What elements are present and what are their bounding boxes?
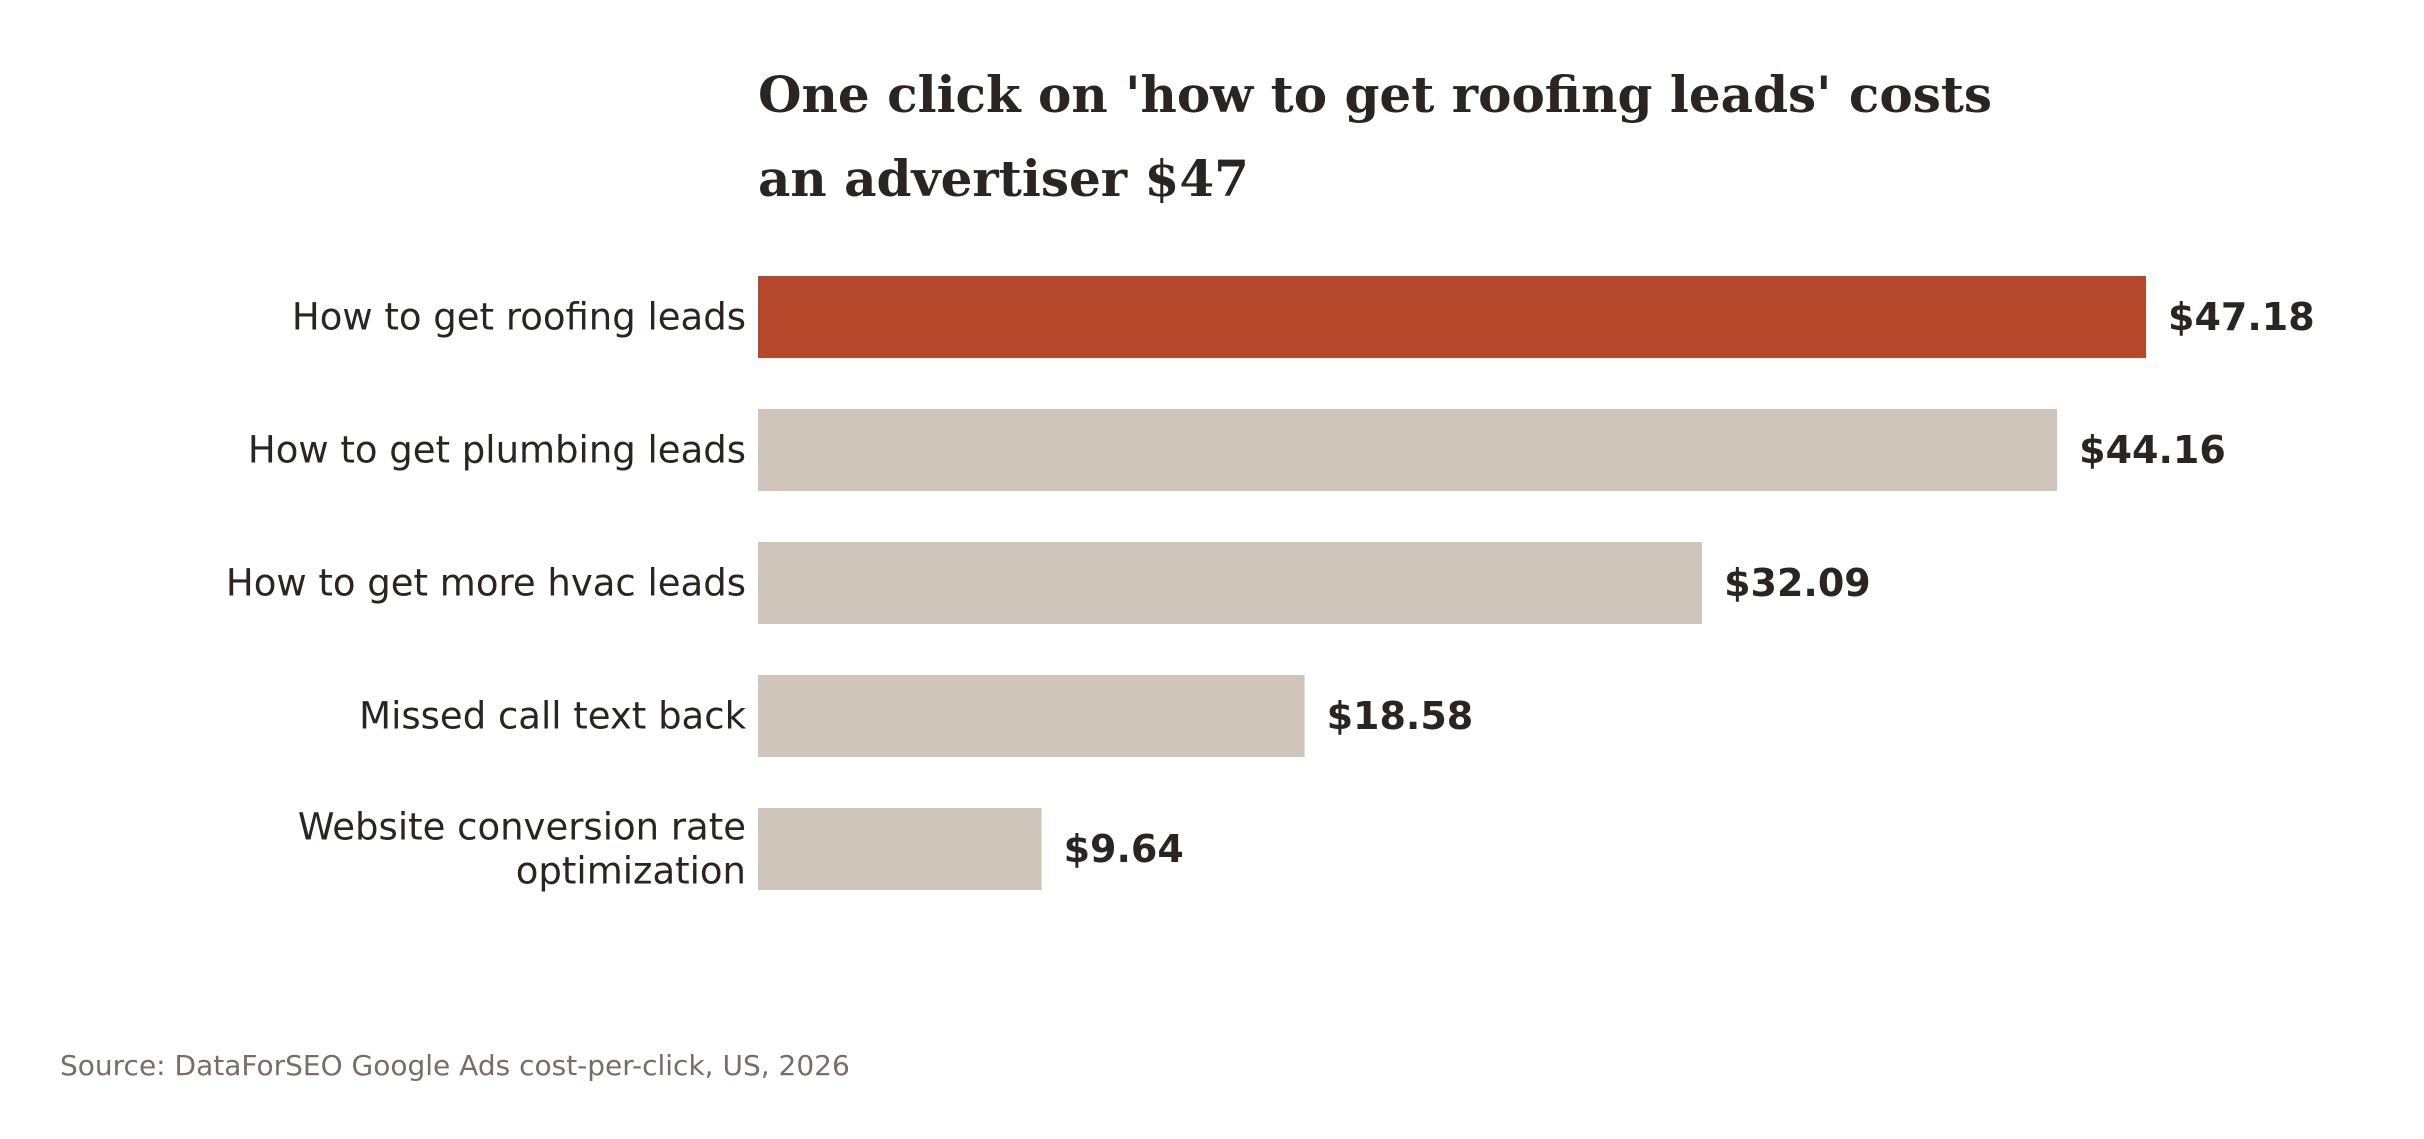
category-label-5: Website conversion rate optimization [298,806,746,893]
bar-2 [758,409,2058,491]
bar-3 [758,542,1703,624]
category-label-line: optimization [516,850,746,893]
category-label-line: How to get plumbing leads [248,429,746,472]
value-label-2: $44.16 [2079,428,2226,472]
value-labels: $47.18 $44.16 $32.09 $18.58 $9.64 [1064,295,2315,871]
bar-4 [758,675,1305,757]
source-note: Source: DataForSEO Google Ads cost-per-c… [60,1049,850,1082]
category-label-1: How to get roofing leads [292,296,746,339]
bar-5 [758,808,1042,890]
category-label-line: How to get roofing leads [292,296,746,339]
chart-title-line-1: One click on 'how to get roofing leads' … [758,65,1992,124]
value-label-3: $32.09 [1724,561,1871,605]
category-label-3: How to get more hvac leads [226,562,746,605]
bars-group [758,276,2146,890]
category-labels: How to get roofing leads How to get plumb… [226,296,747,893]
chart-title: One click on 'how to get roofing leads' … [758,65,2010,208]
bar-1 [758,276,2146,358]
category-label-line: How to get more hvac leads [226,562,746,605]
category-label-line: Website conversion rate [298,806,746,849]
value-label-1: $47.18 [2168,295,2315,339]
value-label-4: $18.58 [1327,694,1474,738]
category-label-2: How to get plumbing leads [248,429,746,472]
chart-title-line-2: an advertiser $47 [758,149,1249,208]
value-label-5: $9.64 [1064,827,1184,871]
category-label-line: Missed call text back [359,695,746,738]
category-label-4: Missed call text back [359,695,746,738]
